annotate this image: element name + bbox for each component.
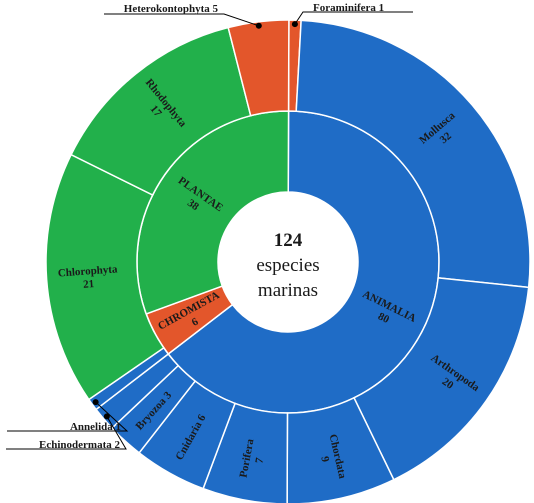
outer-label-name-chlorophyta: Chlorophyta (57, 263, 118, 279)
chart-wedges (45, 19, 531, 503)
outer-wedge-heterokontophyta (227, 19, 290, 117)
chart-callouts: Foraminifera 1 Echinodermata 2 Annelida 1 H… (6, 2, 413, 451)
outer-label-value-chlorophyta: 21 (83, 278, 95, 291)
outer-label-value-porifera: 7 (253, 456, 266, 464)
center-caption-line-1: especies (256, 255, 319, 276)
callout-line-annelida (7, 401, 129, 432)
center-hole (218, 192, 358, 332)
callout-label-heterokontophyta: Heterokontophyta 5 (124, 3, 219, 15)
outer-wedge-chordata (286, 396, 395, 503)
callout-label-annelida: Annelida 1 (70, 421, 121, 433)
callout-line-echinodermata (6, 416, 127, 450)
inner-label-value-chromista: 6 (190, 315, 201, 328)
outer-wedge-mollusca (295, 19, 531, 289)
callout-label-foraminifera: Foraminifera 1 (313, 2, 384, 14)
center-total: 124 (274, 230, 303, 251)
callout-label-echinodermata: Echinodermata 2 (39, 439, 120, 451)
callout-line-foraminifera (294, 11, 413, 25)
callout-line-heterokontophyta (104, 13, 259, 27)
outer-label-value-chordata: 9 (318, 455, 331, 464)
center-caption-line-2: marinas (258, 280, 318, 301)
